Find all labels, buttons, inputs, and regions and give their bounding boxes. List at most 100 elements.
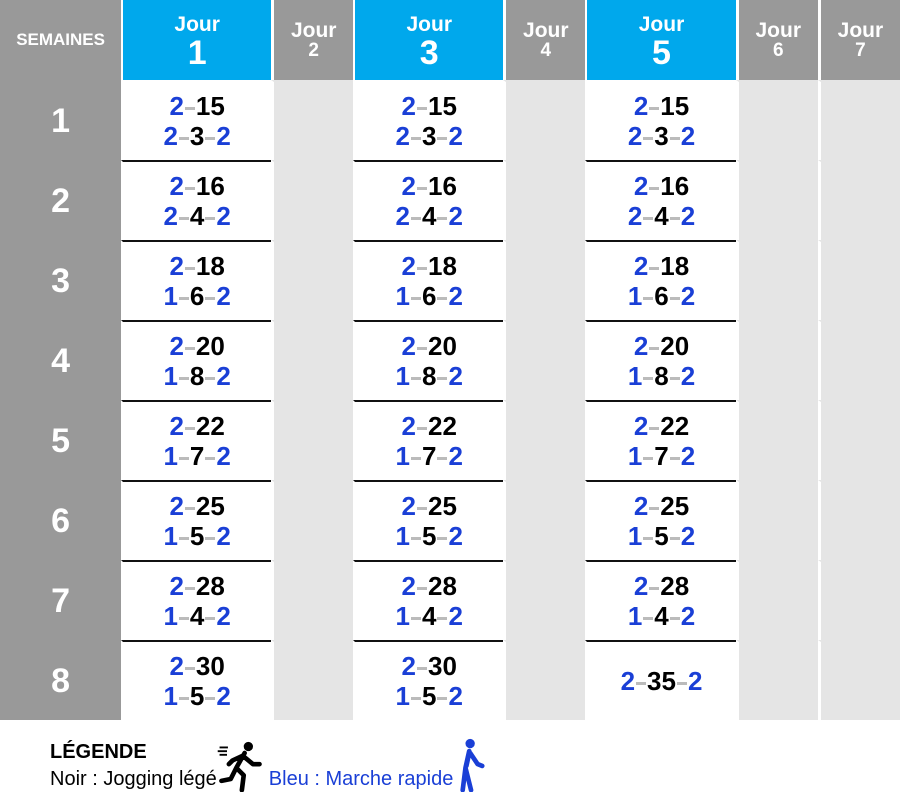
week-number: 7 bbox=[0, 560, 122, 640]
walk-minutes: 2 bbox=[448, 361, 463, 391]
walk-minutes: 2 bbox=[401, 171, 417, 201]
separator bbox=[649, 346, 660, 350]
walk-minutes: 1 bbox=[395, 681, 410, 711]
jog-value: 8 bbox=[422, 361, 437, 391]
day-header-5: Jour 5 bbox=[585, 0, 736, 80]
jog-value: 3 bbox=[654, 121, 669, 151]
rest-cell-day-2 bbox=[271, 400, 354, 480]
day-header-4: Jour 4 bbox=[503, 0, 586, 80]
walk-minutes: 2 bbox=[680, 601, 696, 631]
separator bbox=[669, 536, 680, 540]
separator bbox=[649, 186, 660, 190]
jog-value: 4 bbox=[654, 201, 669, 231]
week-number: 8 bbox=[0, 640, 122, 720]
separator bbox=[178, 216, 189, 220]
walk-minutes: 2 bbox=[633, 331, 649, 361]
walk-minutes: 2 bbox=[401, 331, 417, 361]
separator bbox=[417, 666, 428, 670]
separator bbox=[417, 266, 428, 270]
jog-value: 4 bbox=[189, 601, 205, 631]
walk-minutes: 2 bbox=[216, 281, 231, 311]
day-label: Jour bbox=[755, 19, 801, 42]
jog-value: 30 bbox=[195, 651, 225, 681]
walk-minutes: 2 bbox=[448, 681, 463, 711]
separator bbox=[178, 456, 189, 460]
workout-cell-day-5: 2 18 1 6 2 bbox=[585, 240, 736, 320]
separator bbox=[649, 586, 660, 590]
jog-value: 15 bbox=[660, 91, 690, 121]
rest-cell-day-2 bbox=[271, 560, 354, 640]
rest-cell-day-6 bbox=[735, 160, 818, 240]
jog-value: 20 bbox=[428, 331, 457, 361]
walk-minutes: 2 bbox=[627, 201, 643, 231]
separator bbox=[205, 136, 216, 140]
week-number: 4 bbox=[0, 320, 122, 400]
walk-minutes: 1 bbox=[163, 601, 178, 631]
separator bbox=[184, 506, 195, 510]
separator bbox=[643, 536, 654, 540]
workout-cell-day-1: 2 18 1 6 2 bbox=[121, 240, 272, 320]
workout-line: 2 15 bbox=[587, 91, 735, 121]
running-person-icon bbox=[217, 740, 263, 793]
walk-minutes: 1 bbox=[163, 281, 178, 311]
workout-line: 2 20 bbox=[355, 331, 503, 361]
rest-cell-day-2 bbox=[271, 640, 354, 720]
separator bbox=[649, 106, 660, 110]
separator bbox=[417, 506, 428, 510]
separator bbox=[205, 696, 216, 700]
workout-cell-day-1: 2 15 2 3 2 bbox=[121, 80, 272, 160]
jog-value: 7 bbox=[189, 441, 205, 471]
workout-line: 2 22 bbox=[587, 411, 735, 441]
workout-cell-day-1: 2 30 1 5 2 bbox=[121, 640, 272, 720]
walk-minutes: 2 bbox=[216, 361, 231, 391]
walk-minutes: 2 bbox=[633, 251, 649, 281]
walk-minutes: 2 bbox=[680, 201, 696, 231]
separator bbox=[669, 216, 680, 220]
jog-value: 8 bbox=[189, 361, 205, 391]
separator bbox=[649, 506, 660, 510]
legend-title: LÉGENDE bbox=[50, 741, 147, 763]
workout-line: 2 22 bbox=[123, 411, 271, 441]
rest-cell-day-7 bbox=[817, 240, 900, 320]
weeks-header: SEMAINES bbox=[0, 0, 122, 80]
separator bbox=[669, 136, 680, 140]
separator bbox=[437, 136, 448, 140]
separator bbox=[437, 296, 448, 300]
legend-row: Noir : Jogging légé Bleu : Marche rapide bbox=[50, 738, 491, 793]
jog-value: 4 bbox=[422, 201, 437, 231]
separator bbox=[669, 376, 680, 380]
separator bbox=[417, 586, 428, 590]
separator bbox=[205, 296, 216, 300]
rest-cell-day-7 bbox=[817, 400, 900, 480]
walk-minutes: 2 bbox=[680, 281, 696, 311]
jog-value: 6 bbox=[189, 281, 205, 311]
day-number: 7 bbox=[855, 40, 866, 61]
week-row: 3 2 18 1 6 2 2 18 1 6 2 2 18 1 6 2 bbox=[0, 240, 900, 320]
workout-cell-day-3: 2 18 1 6 2 bbox=[353, 240, 504, 320]
jog-value: 4 bbox=[189, 201, 205, 231]
workout-cell-day-3: 2 30 1 5 2 bbox=[353, 640, 504, 720]
walk-minutes: 2 bbox=[169, 171, 184, 201]
separator bbox=[184, 346, 195, 350]
workout-cell-day-3: 2 20 1 8 2 bbox=[353, 320, 504, 400]
walk-minutes: 2 bbox=[448, 201, 463, 231]
separator bbox=[437, 696, 448, 700]
jog-value: 25 bbox=[660, 491, 690, 521]
walk-minutes: 2 bbox=[169, 251, 184, 281]
jog-value: 5 bbox=[189, 521, 205, 551]
walk-minutes: 2 bbox=[680, 521, 696, 551]
jog-value: 7 bbox=[654, 441, 669, 471]
workout-cell-day-5: 2 15 2 3 2 bbox=[585, 80, 736, 160]
week-row: 7 2 28 1 4 2 2 28 1 4 2 2 28 1 4 2 bbox=[0, 560, 900, 640]
jog-value: 35 bbox=[647, 666, 676, 696]
jog-value: 20 bbox=[195, 331, 225, 361]
rest-cell-day-7 bbox=[817, 640, 900, 720]
